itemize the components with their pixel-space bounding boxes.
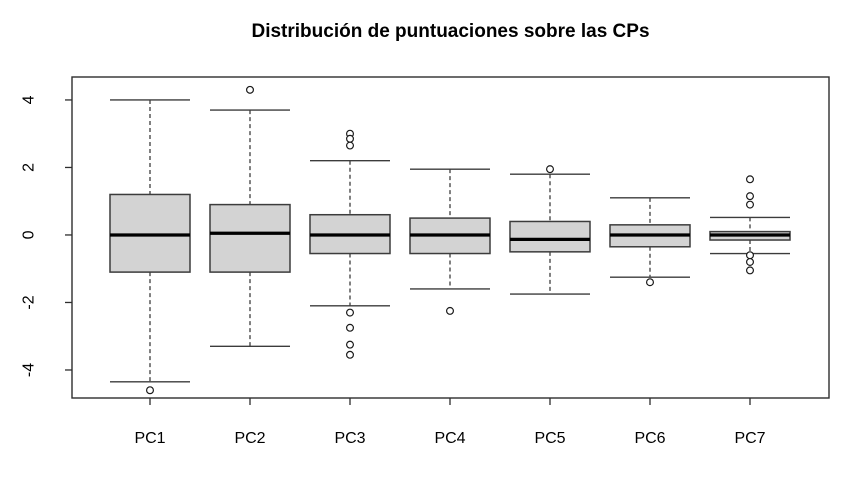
outlier-point bbox=[645, 278, 654, 287]
outlier-point bbox=[745, 192, 754, 201]
iqr-box bbox=[509, 220, 591, 253]
outlier-point bbox=[745, 200, 754, 209]
box-group-PC6 bbox=[609, 197, 691, 287]
outlier-point bbox=[745, 266, 754, 275]
y-axis-tick-label: -2 bbox=[21, 295, 38, 309]
box-group-PC5 bbox=[509, 165, 591, 295]
box-group-PC2 bbox=[209, 85, 291, 348]
outlier-point bbox=[346, 340, 355, 349]
x-axis-tick-label: PC5 bbox=[534, 430, 565, 447]
y-axis-tick-label: 0 bbox=[21, 230, 38, 239]
outlier-point bbox=[346, 323, 355, 332]
box-group-PC7 bbox=[709, 175, 791, 275]
outlier-point bbox=[346, 134, 355, 143]
outlier-point bbox=[745, 257, 754, 266]
y-axis-tick-label: -4 bbox=[21, 363, 38, 377]
outlier-point bbox=[545, 165, 554, 174]
x-axis-tick-label: PC4 bbox=[434, 430, 465, 447]
y-axis-tick-label: 2 bbox=[21, 163, 38, 172]
box-group-PC3 bbox=[309, 129, 391, 359]
x-axis-tick-label: PC7 bbox=[734, 430, 765, 447]
outlier-point bbox=[246, 85, 255, 94]
x-axis-tick-label: PC3 bbox=[334, 430, 365, 447]
x-axis-tick-label: PC1 bbox=[134, 430, 165, 447]
x-axis-tick-label: PC2 bbox=[234, 430, 265, 447]
outlier-point bbox=[346, 350, 355, 359]
chart-title: Distribución de puntuaciones sobre las C… bbox=[251, 21, 650, 42]
box-group-PC1 bbox=[109, 99, 191, 395]
y-axis-tick-label: 4 bbox=[21, 95, 38, 104]
iqr-box bbox=[209, 203, 291, 273]
outlier-point bbox=[146, 386, 155, 395]
outlier-point bbox=[346, 141, 355, 150]
box-group-PC4 bbox=[409, 168, 491, 315]
iqr-box bbox=[109, 193, 191, 273]
outlier-point bbox=[745, 251, 754, 260]
x-axis-tick-label: PC6 bbox=[634, 430, 665, 447]
outlier-point bbox=[745, 175, 754, 184]
outlier-point bbox=[446, 306, 455, 315]
outlier-point bbox=[346, 308, 355, 317]
